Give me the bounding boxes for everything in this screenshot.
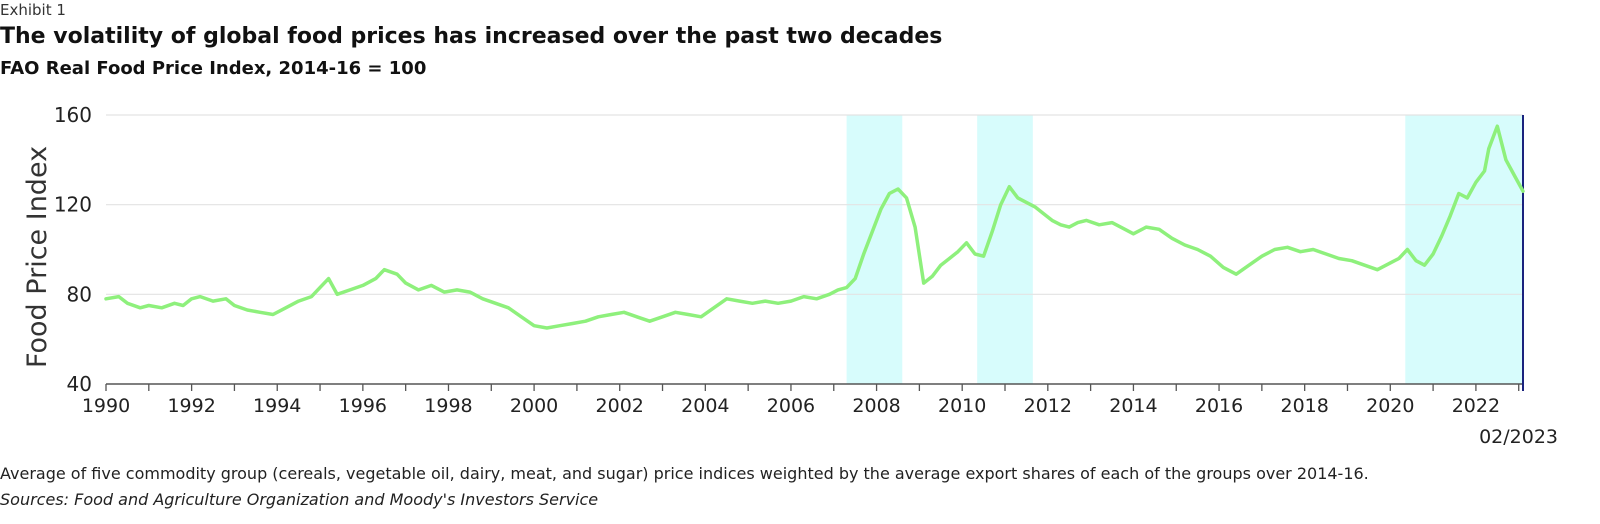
x-tick-label-1992: 1992 <box>167 395 215 417</box>
x-tick-label-2016: 2016 <box>1195 395 1243 417</box>
end-marker-label: 02/2023 <box>1479 426 1558 448</box>
x-tick-label-2012: 2012 <box>1024 395 1072 417</box>
y-axis-title: Food Price Index <box>22 146 53 368</box>
x-tick-label-2014: 2014 <box>1109 395 1157 417</box>
shaded-periods <box>846 115 1523 384</box>
x-tick-label-2020: 2020 <box>1366 395 1414 417</box>
series-lines <box>104 124 1525 330</box>
x-tick-label-2002: 2002 <box>596 395 644 417</box>
tick-labels: 40 80 120 160 1990 1992 1994 1996 1998 2000 2002 20… <box>54 103 1558 448</box>
x-tick-label-2000: 2000 <box>510 395 558 417</box>
exhibit-label: Exhibit 1 <box>0 1 66 19</box>
y-tick-label-120: 120 <box>54 193 92 217</box>
x-tick-label-2008: 2008 <box>852 395 900 417</box>
series-line-1 <box>104 124 1525 330</box>
footnote: Average of five commodity group (cereals… <box>0 464 1369 483</box>
x-tick-label-1996: 1996 <box>339 395 387 417</box>
x-tick-label-2010: 2010 <box>938 395 986 417</box>
y-tick-label-40: 40 <box>67 372 92 396</box>
shaded-period-1 <box>846 115 903 384</box>
x-tick-label-2004: 2004 <box>681 395 729 417</box>
x-tick-label-2006: 2006 <box>767 395 815 417</box>
x-tick-label-1994: 1994 <box>253 395 301 417</box>
x-tick-label-2022: 2022 <box>1452 395 1500 417</box>
gridlines <box>106 114 1523 295</box>
shaded-period-3 <box>1405 115 1523 384</box>
y-tick-label-80: 80 <box>67 282 92 306</box>
food-price-chart: 40 80 120 160 1990 1992 1994 1996 1998 2000 2002 20… <box>22 103 1558 448</box>
x-tick-label-1998: 1998 <box>424 395 472 417</box>
axes <box>105 115 1524 391</box>
x-tick-label-2018: 2018 <box>1280 395 1328 417</box>
chart-subtitle: FAO Real Food Price Index, 2014-16 = 100 <box>0 58 427 79</box>
chart-title: The volatility of global food prices has… <box>0 24 943 49</box>
x-tick-label-1990: 1990 <box>82 395 130 417</box>
source-note: Sources: Food and Agriculture Organizati… <box>0 490 599 509</box>
y-tick-label-160: 160 <box>54 103 92 127</box>
